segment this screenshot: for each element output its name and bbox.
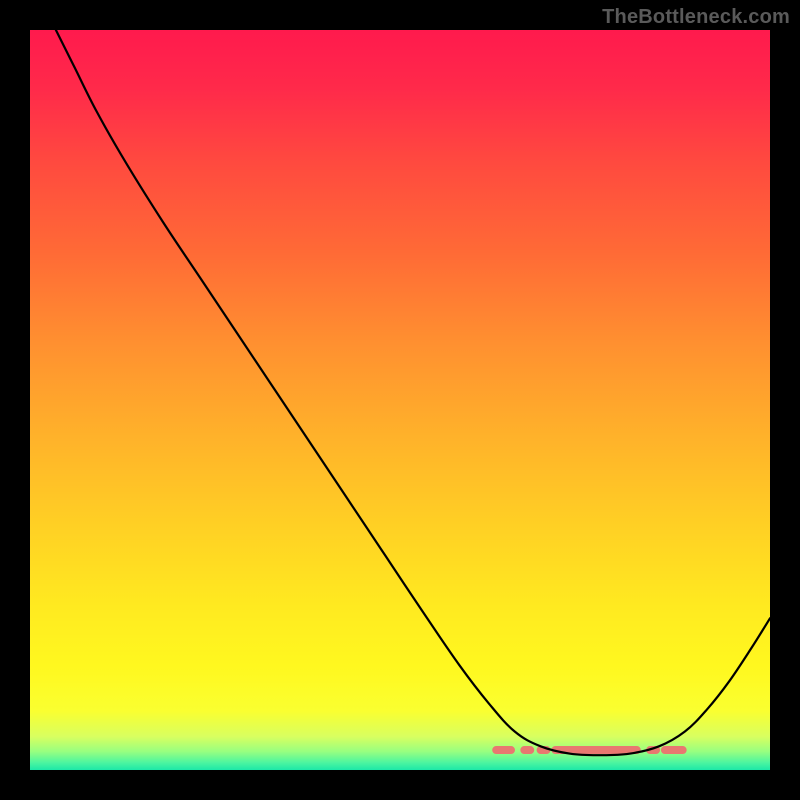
curve-layer <box>30 30 770 770</box>
chart-container: TheBottleneck.com <box>0 0 800 800</box>
watermark-text: TheBottleneck.com <box>602 6 790 29</box>
bottleneck-curve <box>56 30 770 755</box>
plot-area <box>30 30 770 770</box>
